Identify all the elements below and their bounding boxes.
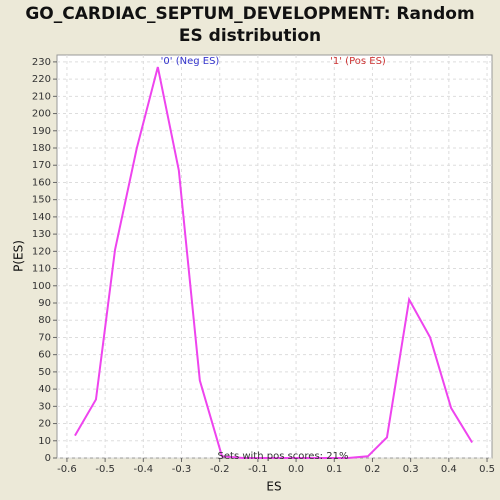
y-axis-label: P(ES): [12, 240, 26, 272]
x-tick-label: -0.2: [210, 464, 230, 475]
x-tick-label: -0.4: [134, 464, 154, 475]
y-tick-label: 10: [38, 436, 51, 447]
y-tick-label: 70: [38, 332, 51, 343]
annotation: '0' (Neg ES): [161, 56, 220, 67]
y-tick-label: 210: [32, 91, 51, 102]
y-tick-label: 90: [38, 298, 51, 309]
y-tick-label: 30: [38, 401, 51, 412]
y-tick-label: 180: [32, 143, 51, 154]
x-tick-label: -0.5: [95, 464, 115, 475]
x-tick-label: 0.0: [288, 464, 304, 475]
x-tick-label: -0.1: [248, 464, 268, 475]
x-tick-label: -0.3: [172, 464, 192, 475]
y-tick-label: 190: [32, 126, 51, 137]
chart-title: GO_CARDIAC_SEPTUM_DEVELOPMENT: Random ES …: [25, 4, 474, 46]
y-tick-label: 230: [32, 57, 51, 68]
y-tick-label: 160: [32, 177, 51, 188]
x-tick-label: 0.3: [403, 464, 419, 475]
y-tick-label: 150: [32, 195, 51, 206]
y-tick-label: 170: [32, 160, 51, 171]
annotation: Sets with pos scores: 21%: [218, 451, 349, 462]
y-tick-label: 80: [38, 315, 51, 326]
x-tick-label: 0.5: [479, 464, 495, 475]
x-tick-label: 0.1: [326, 464, 342, 475]
y-tick-label: 0: [45, 453, 51, 464]
y-tick-label: 130: [32, 229, 51, 240]
x-tick-label: 0.2: [365, 464, 381, 475]
y-tick-label: 120: [32, 246, 51, 257]
y-tick-label: 200: [32, 109, 51, 120]
plot-area: [56, 54, 493, 459]
y-tick-label: 40: [38, 384, 51, 395]
y-tick-label: 140: [32, 212, 51, 223]
y-tick-label: 110: [32, 264, 51, 275]
line-series: [74, 66, 473, 459]
x-axis-label: ES: [266, 480, 281, 494]
y-tick-label: 100: [32, 281, 51, 292]
y-tick-label: 50: [38, 367, 51, 378]
y-tick-label: 60: [38, 350, 51, 361]
y-tick-label: 20: [38, 419, 51, 430]
y-tick-label: 220: [32, 74, 51, 85]
x-tick-label: 0.4: [441, 464, 457, 475]
annotation: '1' (Pos ES): [330, 56, 386, 67]
x-tick-label: -0.6: [57, 464, 77, 475]
